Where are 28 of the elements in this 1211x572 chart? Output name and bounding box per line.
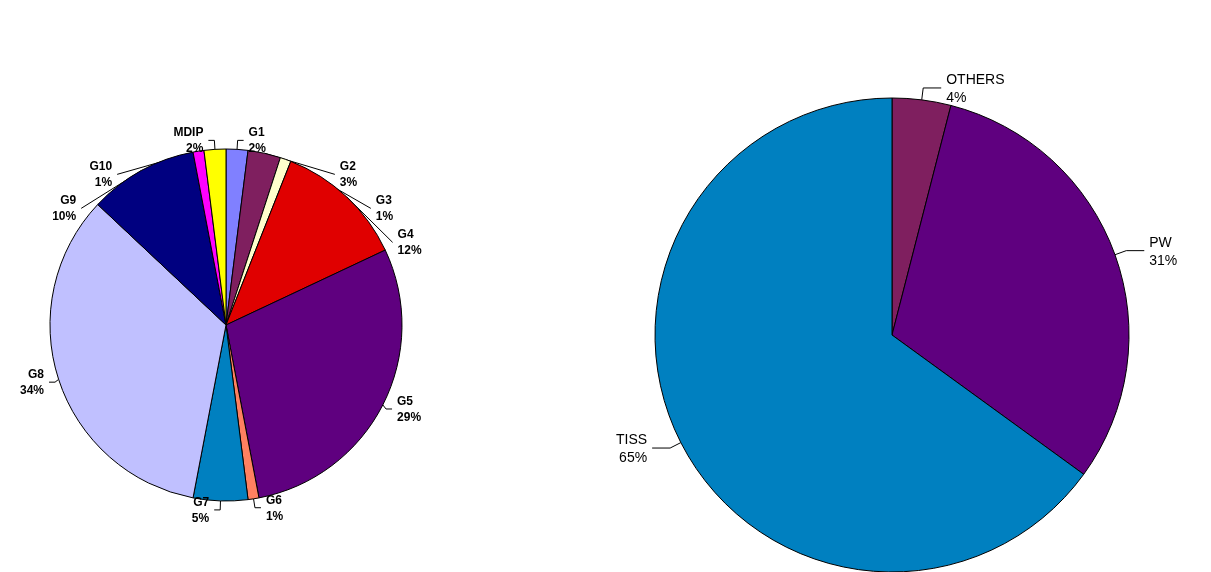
- data-label: 2%: [248, 141, 267, 156]
- data-label: 65%: [619, 449, 648, 466]
- data-label: 1%: [94, 175, 113, 190]
- data-label: 1%: [375, 209, 394, 224]
- data-label: 10%: [52, 209, 77, 224]
- slice-label: G8: [28, 367, 45, 382]
- slice-label: G1: [248, 125, 265, 140]
- data-label: 12%: [397, 243, 422, 258]
- data-label: 1%: [265, 508, 284, 523]
- slice-label: G9: [60, 193, 77, 208]
- slice-label: G6: [265, 492, 283, 507]
- data-label: 2%: [186, 141, 204, 156]
- slice-label: PW: [1149, 233, 1173, 250]
- data-label: 3%: [339, 175, 358, 190]
- slice-label: MDIP: [173, 125, 204, 140]
- slice-label: TISS: [616, 431, 648, 448]
- slice-label: G7: [193, 494, 210, 509]
- slice-label: G4: [397, 227, 414, 242]
- slice-label: G10: [89, 159, 113, 174]
- data-label: 4%: [946, 88, 967, 105]
- slice-label: G3: [375, 193, 393, 208]
- slice-label: G5: [397, 393, 414, 408]
- slice-label: OTHERS: [946, 70, 1005, 87]
- data-label: 5%: [191, 510, 210, 525]
- data-label: 31%: [1149, 251, 1178, 268]
- slice-label: G2: [339, 159, 357, 174]
- data-label: 29%: [397, 409, 422, 424]
- data-label: 34%: [20, 383, 45, 398]
